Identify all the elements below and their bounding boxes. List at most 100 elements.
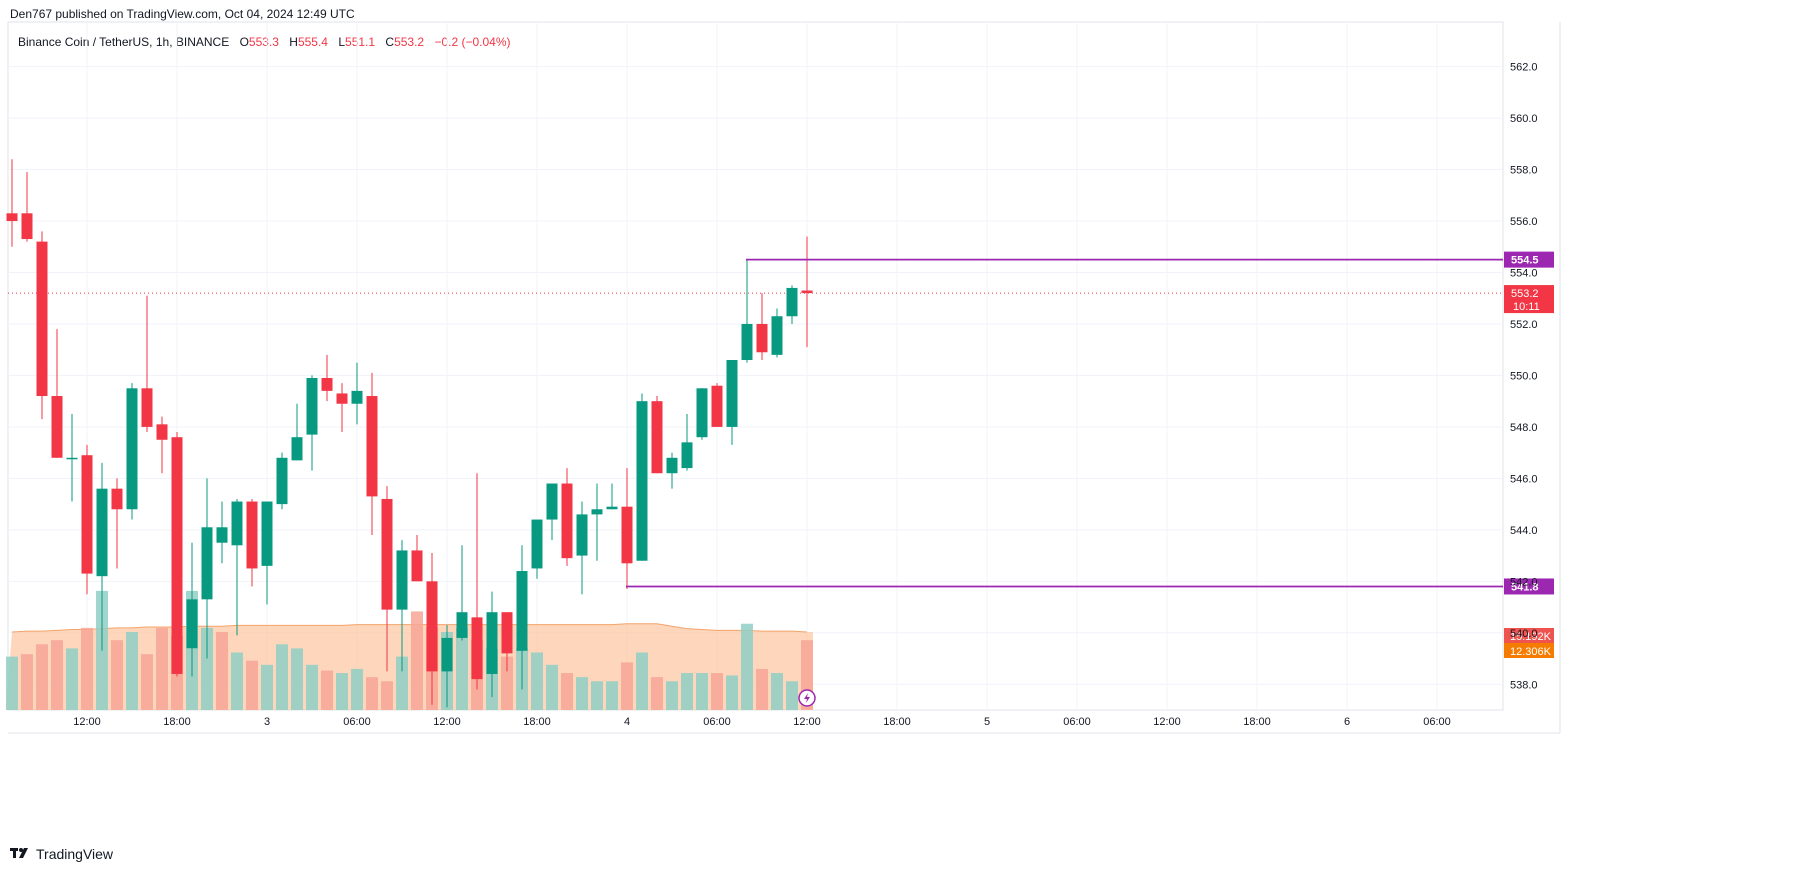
candle-body — [666, 457, 678, 474]
level-price-tag — [1504, 578, 1554, 595]
x-tick-label: 12:00 — [793, 716, 821, 728]
last-price-tag — [1504, 285, 1554, 314]
candle-body — [531, 519, 543, 569]
x-tick-label: 18:00 — [1243, 716, 1271, 728]
close-label: C — [385, 35, 395, 49]
candle-body — [471, 617, 483, 680]
candle-body — [771, 316, 783, 355]
volume-bar — [696, 673, 708, 710]
y-tick-label: 540.0 — [1510, 628, 1538, 640]
candle-body — [276, 457, 288, 505]
countdown-label: 10:11 — [1513, 301, 1540, 313]
candle-body — [516, 571, 528, 651]
volume-pane — [6, 590, 813, 710]
candle-body — [756, 323, 768, 353]
candle-body — [171, 437, 183, 674]
plot-frame — [7, 21, 1504, 711]
volume-bar — [51, 640, 63, 710]
horizontal-levels[interactable]: 554.5 541.8 553.210:11 15.192K 12.306K — [626, 251, 1554, 707]
candle-body — [21, 213, 33, 240]
volume-bar — [291, 648, 303, 710]
low-label: L — [338, 35, 346, 49]
candle-body — [546, 483, 558, 520]
volume-bar — [726, 675, 738, 710]
level-price-tag — [1504, 251, 1554, 268]
open-value: 553.3 — [248, 35, 279, 49]
candle-body — [501, 612, 513, 654]
y-tick-label: 552.0 — [1510, 319, 1538, 331]
candle-body — [441, 637, 453, 672]
candle-body — [636, 401, 648, 561]
volume-bar — [216, 631, 228, 710]
volume-bar — [411, 611, 423, 710]
candle-body — [156, 424, 168, 440]
volume-value-tag — [1504, 628, 1554, 643]
last-price-label: 553.2 — [1511, 288, 1539, 300]
volume-bar — [66, 648, 78, 710]
candle-body — [291, 437, 303, 461]
volume-bar — [576, 677, 588, 710]
y-tick-label: 550.0 — [1510, 370, 1538, 382]
x-tick-label: 4 — [624, 716, 630, 728]
candle-body — [261, 501, 273, 566]
y-tick-label: 558.0 — [1510, 165, 1538, 177]
volume-bar — [381, 681, 393, 710]
candle-body — [216, 527, 228, 543]
candle-body — [561, 483, 573, 559]
candle-body — [381, 498, 393, 610]
x-tick-label: 06:00 — [343, 716, 371, 728]
candle-body — [6, 213, 18, 222]
high-value: 555.4 — [297, 35, 328, 49]
volume-bar — [336, 673, 348, 710]
candle-body — [711, 385, 723, 427]
candle-body — [606, 506, 618, 510]
candle-body — [111, 488, 123, 510]
volume-value-label: 15.192K — [1510, 631, 1552, 643]
volume-bar — [126, 631, 138, 710]
volume-bar — [711, 673, 723, 710]
volume-bar — [156, 627, 168, 710]
symbol-title[interactable]: Binance Coin / TetherUS, 1h, BINANCE — [18, 35, 230, 49]
candle-body — [426, 581, 438, 672]
volume-bar — [21, 654, 33, 710]
candle-body — [651, 401, 663, 474]
volume-bar — [36, 644, 48, 710]
candle-body — [366, 396, 378, 497]
open-label: O — [239, 35, 249, 49]
candle-body — [456, 612, 468, 638]
candle-body — [741, 323, 753, 360]
volume-bar — [81, 627, 93, 710]
volume-bar — [6, 656, 18, 710]
x-tick-label: 6 — [1344, 716, 1350, 728]
tradingview-logo-icon — [10, 846, 32, 862]
candles — [6, 159, 1503, 708]
volume-bar — [531, 652, 543, 710]
volume-bar — [636, 652, 648, 710]
volume-bar — [321, 670, 333, 710]
x-tick-label: 18:00 — [523, 716, 551, 728]
low-value: 551.1 — [345, 35, 376, 49]
volume-bar — [606, 681, 618, 710]
candle-body — [246, 501, 258, 569]
candle-body — [51, 396, 63, 458]
published-info: Den767 published on TradingView.com, Oct… — [10, 7, 355, 21]
change-value: −0.2 (−0.04%) — [434, 35, 511, 49]
volume-bar — [786, 681, 798, 710]
x-tick-label: 3 — [264, 716, 270, 728]
y-tick-label: 554.0 — [1510, 267, 1538, 279]
volume-bar — [261, 664, 273, 710]
candle-body — [66, 457, 78, 460]
level-price-label: 541.8 — [1511, 581, 1539, 593]
y-tick-label: 556.0 — [1510, 216, 1538, 228]
candle-body — [591, 509, 603, 515]
candle-body — [141, 388, 153, 427]
footer-brand[interactable]: TradingView — [10, 846, 113, 862]
volume-bar — [681, 673, 693, 710]
candle-body — [786, 287, 798, 317]
axes: 538.0 540.0 542.0 544.0 546.0 548.0 550.0 552.0… — [73, 62, 1537, 728]
x-tick-label: 06:00 — [1063, 716, 1091, 728]
candle-body — [396, 550, 408, 610]
volume-bar — [201, 627, 213, 710]
footer-brand-label: TradingView — [36, 846, 114, 862]
